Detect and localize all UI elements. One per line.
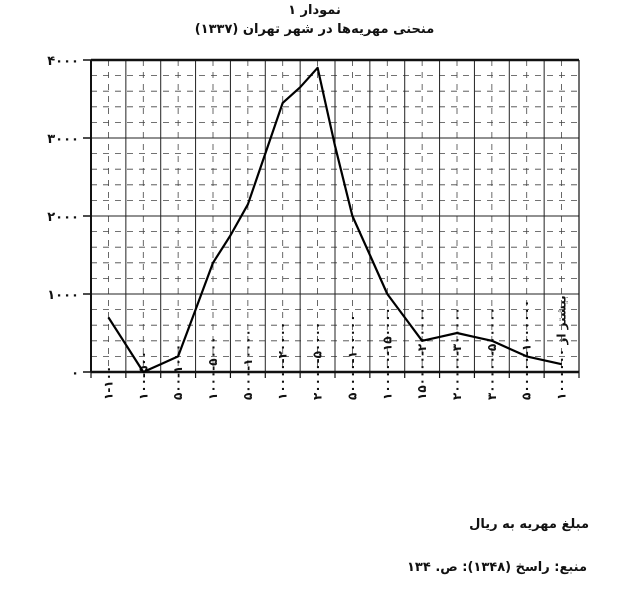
x-tick-label: ۱-۱۰۰ xyxy=(101,366,115,400)
x-tick-label: ۵۰۰۰۰۰-۱۰۰۰۰۰۰ xyxy=(520,300,534,400)
x-tick-label: ۱۰۰۰۰۰-۱۵۰۰۰۰ xyxy=(380,307,394,400)
x-tick-label: بیشتر از ۱۰۰۰۰۰۰ xyxy=(555,295,569,400)
x-tick-label: ۵۰۰۰۰-۱۰۰۰۰۰ xyxy=(345,314,359,400)
x-tick-label: ۱۰۰-۵۰۰ xyxy=(136,351,150,400)
y-tick-label: ۲۰۰۰ xyxy=(47,210,79,225)
x-tick-label: ۱۵۰۰۰۰-۲۰۰۰۰۰ xyxy=(415,307,429,400)
chart-subtitle: منحنی مهریه‌ها در شهر تهران (۱۳۳۷) xyxy=(194,22,435,37)
x-axis-label: مبلغ مهریه به ریال xyxy=(469,517,589,532)
x-tick-label: ۲۰۰۰۰۰-۳۰۰۰۰۰ xyxy=(450,307,464,400)
y-tick-label: ۳۰۰۰ xyxy=(47,132,79,147)
y-tick-label: ۱۰۰۰ xyxy=(47,288,79,303)
data-series-line xyxy=(107,66,562,374)
x-tick-label: ۵۰۰۰-۱۰۰۰۰ xyxy=(241,329,255,400)
x-tick-label: ۱۰۰۰۰-۲۰۰۰۰ xyxy=(276,322,290,400)
x-tick-label: ۵۰۰-۱۰۰۰ xyxy=(171,344,185,400)
x-tick-label: ۱۰۰۰-۵۰۰۰ xyxy=(206,336,220,400)
x-tick-label: ۲۰۰۰۰-۵۰۰۰۰ xyxy=(311,322,325,400)
y-tick-label: ۰ xyxy=(71,366,79,381)
y-tick-label: ۴۰۰۰ xyxy=(47,54,79,69)
x-tick-label: ۳۰۰۰۰۰-۵۰۰۰۰۰ xyxy=(485,307,499,400)
chart-title: نمودار ۱ xyxy=(288,3,341,18)
source-note: منبع: راسخ (۱۳۴۸): ص. ۱۳۴ xyxy=(406,560,587,575)
